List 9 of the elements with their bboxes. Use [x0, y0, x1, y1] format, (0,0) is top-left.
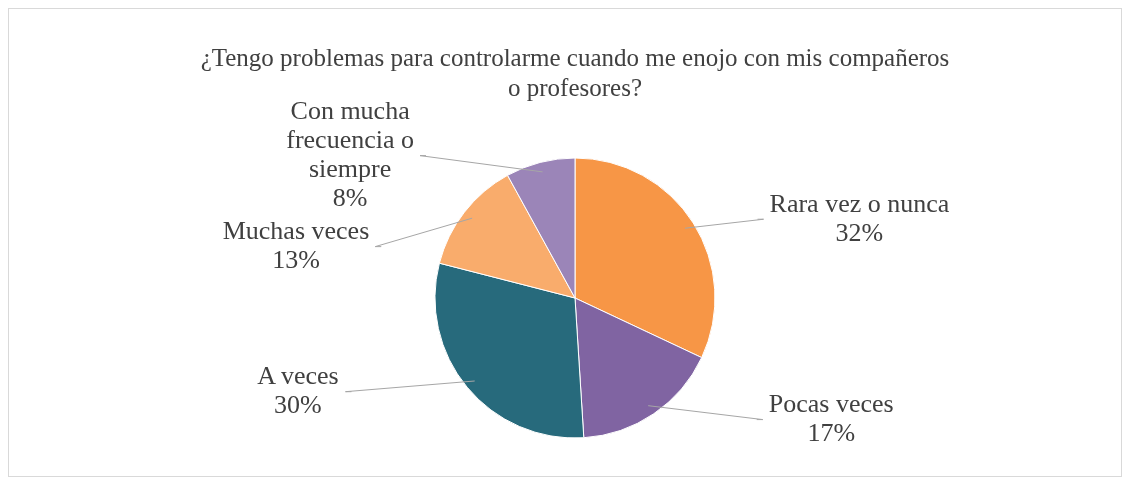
- data-label: 13%: [272, 244, 320, 274]
- slice-label: Rara vez o nunca: [769, 188, 950, 218]
- data-label: 17%: [807, 417, 856, 447]
- slice-label: Muchas veces: [222, 215, 370, 245]
- data-label: 8%: [332, 182, 368, 212]
- data-label: 30%: [274, 390, 322, 420]
- slice-label: A veces: [257, 361, 339, 391]
- data-label: 32%: [835, 217, 884, 247]
- slice-label: Pocas veces: [768, 388, 894, 418]
